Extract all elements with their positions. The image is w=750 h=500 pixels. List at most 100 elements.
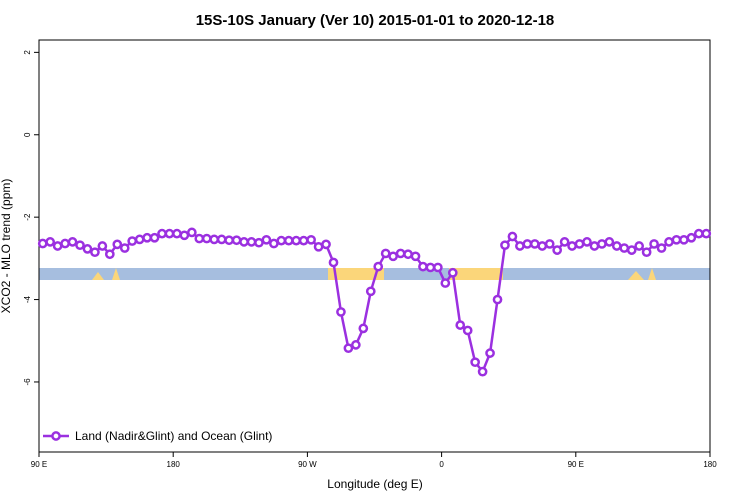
- data-point: [224, 235, 234, 246]
- data-point: [500, 240, 510, 251]
- data-point: [321, 239, 331, 250]
- legend-label: Land (Nadir&Glint) and Ocean (Glint): [75, 429, 272, 443]
- data-point: [395, 248, 406, 259]
- data-point: [552, 245, 563, 255]
- data-point: [37, 238, 48, 249]
- data-point: [134, 234, 145, 245]
- y-tick-label: 2: [23, 50, 32, 55]
- data-point: [574, 239, 585, 249]
- x-tick-label: 0: [439, 460, 444, 469]
- data-point: [485, 348, 495, 358]
- data-point: [328, 257, 339, 268]
- data-point: [410, 251, 421, 262]
- data-point: [380, 248, 391, 259]
- x-tick-label: 180: [703, 460, 717, 469]
- data-point: [209, 234, 220, 245]
- y-axis-label: XCO2 - MLO trend (ppm): [0, 179, 13, 314]
- data-point: [477, 366, 488, 377]
- data-point: [45, 237, 56, 247]
- data-point: [246, 237, 257, 247]
- data-point: [343, 343, 354, 354]
- data-point: [447, 267, 458, 278]
- data-point: [172, 228, 182, 239]
- data-point: [701, 228, 712, 239]
- data-point: [194, 233, 205, 244]
- data-point: [283, 235, 294, 246]
- data-point: [90, 247, 100, 258]
- data-point: [634, 241, 645, 251]
- data-point: [336, 307, 346, 317]
- data-point: [373, 261, 384, 272]
- x-axis-label: Longitude (deg E): [327, 477, 422, 491]
- data-point: [611, 241, 622, 251]
- data-point: [276, 235, 287, 246]
- data-point: [418, 261, 428, 272]
- data-point: [470, 357, 480, 368]
- data-point: [291, 235, 302, 246]
- data-point: [425, 262, 436, 273]
- data-point: [261, 234, 272, 245]
- data-point: [298, 235, 309, 246]
- legend-marker: [51, 431, 61, 441]
- data-point: [559, 237, 570, 247]
- data-point: [97, 241, 108, 251]
- data-point: [641, 247, 652, 258]
- data-point: [403, 249, 413, 260]
- data-point: [82, 244, 93, 254]
- data-point: [455, 320, 466, 330]
- y-tick-label: -6: [23, 378, 32, 386]
- data-point: [529, 239, 540, 249]
- data-point: [104, 249, 115, 260]
- data-line: [42, 230, 707, 375]
- data-point: [544, 239, 555, 249]
- data-point: [440, 278, 451, 288]
- x-tick-label: 90 W: [298, 460, 317, 469]
- surface-strip: [39, 268, 710, 280]
- data-point: [686, 232, 697, 243]
- data-point: [351, 340, 361, 350]
- data-point: [119, 243, 130, 253]
- data-point: [388, 251, 398, 262]
- data-point: [157, 228, 167, 239]
- data-point: [664, 237, 674, 247]
- data-point: [589, 241, 600, 251]
- data-point: [179, 230, 190, 241]
- x-tick-label: 90 E: [568, 460, 584, 469]
- data-point: [313, 241, 324, 252]
- data-point: [186, 227, 197, 238]
- data-point: [52, 241, 63, 251]
- data-point: [112, 239, 123, 250]
- data-point: [142, 232, 152, 243]
- data-point: [149, 232, 160, 243]
- data-point: [537, 241, 548, 251]
- data-point: [597, 239, 607, 249]
- data-point: [433, 262, 443, 273]
- x-tick-label: 180: [167, 460, 181, 469]
- data-point: [567, 241, 577, 251]
- data-point: [67, 237, 78, 247]
- data-point: [216, 234, 227, 245]
- data-point: [619, 243, 630, 253]
- data-point: [522, 239, 533, 249]
- data-point: [462, 325, 473, 336]
- y-tick-label: 0: [23, 132, 32, 137]
- data-point: [626, 245, 637, 255]
- data-point: [75, 240, 85, 251]
- data-point: [254, 237, 264, 248]
- data-point: [60, 238, 70, 249]
- data-point: [239, 237, 249, 247]
- data-point: [492, 294, 503, 305]
- data-point: [671, 234, 682, 245]
- data-point: [507, 231, 518, 242]
- data-point: [365, 286, 376, 297]
- data-point: [649, 239, 659, 249]
- data-point: [656, 243, 667, 253]
- data-point: [127, 236, 138, 246]
- data-point: [604, 237, 615, 247]
- data-point: [164, 228, 175, 239]
- chart-title: 15S-10S January (Ver 10) 2015-01-01 to 2…: [196, 12, 555, 29]
- data-point: [269, 238, 279, 249]
- data-point: [231, 235, 242, 246]
- data-point: [582, 237, 592, 247]
